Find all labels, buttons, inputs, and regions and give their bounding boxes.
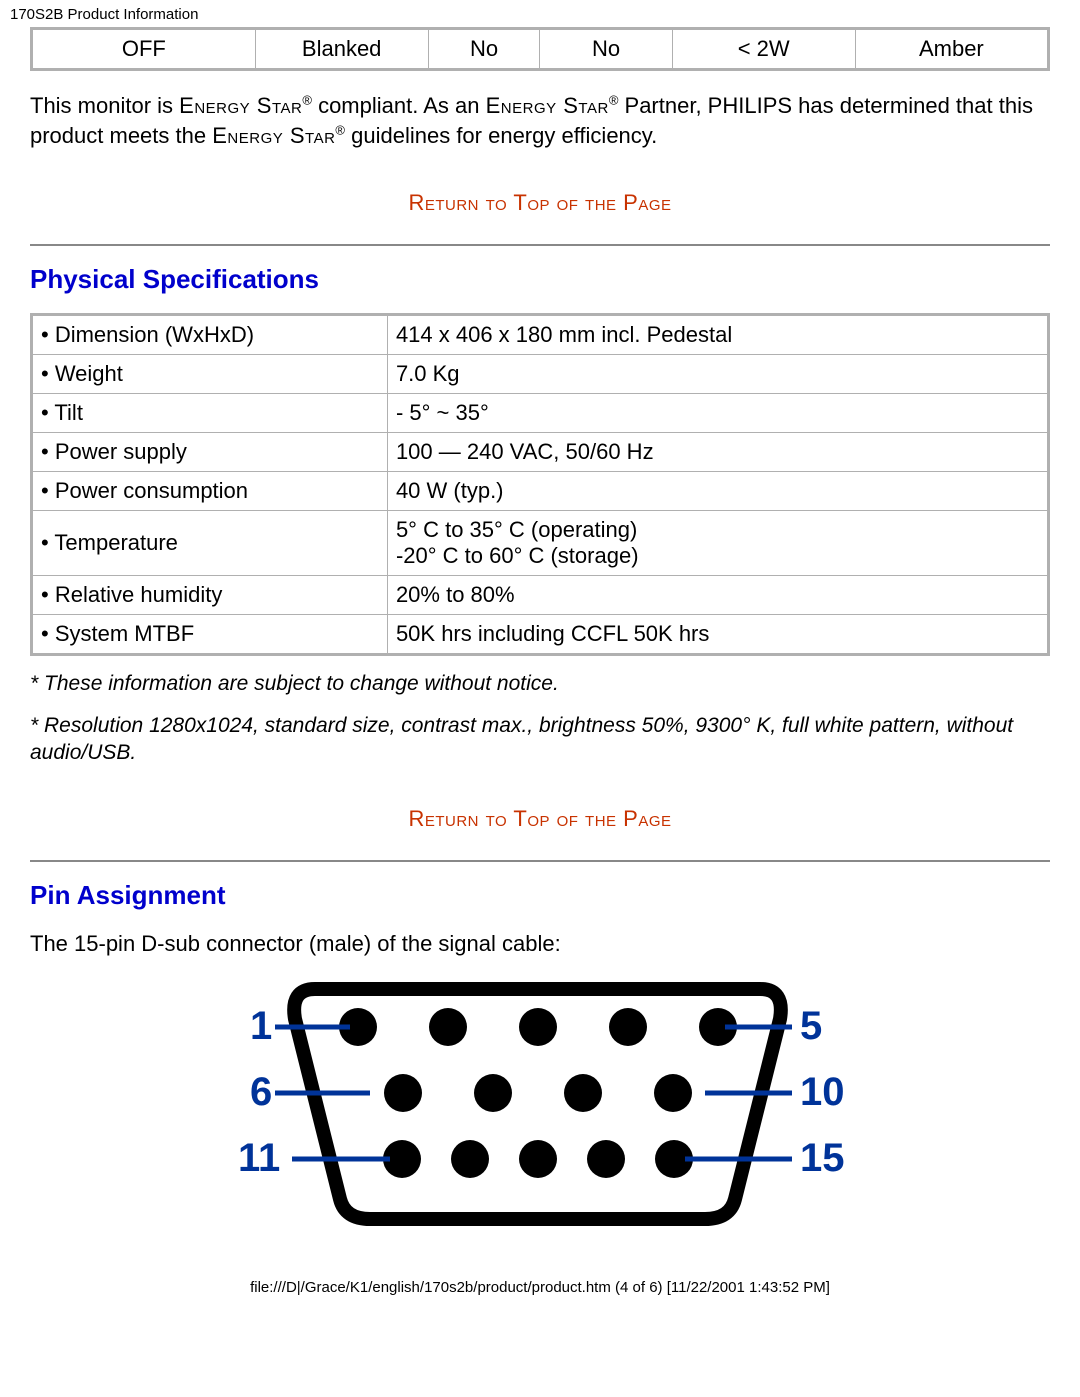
svg-text:6: 6 (250, 1070, 272, 1114)
svg-text:11: 11 (238, 1136, 280, 1180)
spec-value: 20% to 80% (387, 576, 1048, 615)
main-content: OFFBlankedNoNo< 2WAmber This monitor is … (0, 27, 1080, 1229)
svg-text:15: 15 (800, 1136, 845, 1180)
power-cell: No (428, 29, 540, 70)
page-footer: file:///D|/Grace/K1/english/170s2b/produ… (0, 1249, 1080, 1314)
power-cell: < 2W (672, 29, 855, 70)
page-header: 170S2B Product Information (0, 0, 1080, 27)
power-cell: OFF (32, 29, 256, 70)
divider (30, 244, 1050, 246)
spec-value: 7.0 Kg (387, 355, 1048, 394)
spec-value: 50K hrs including CCFL 50K hrs (387, 615, 1048, 655)
svg-text:5: 5 (800, 1004, 822, 1048)
spec-label: • Dimension (WxHxD) (32, 315, 388, 355)
pin-intro: The 15-pin D-sub connector (male) of the… (30, 929, 1050, 959)
note-change: * These information are subject to chang… (30, 670, 1050, 697)
spec-label: • Relative humidity (32, 576, 388, 615)
spec-label: • System MTBF (32, 615, 388, 655)
divider (30, 860, 1050, 862)
dsub-connector-icon: 1 6 11 5 10 15 (180, 969, 900, 1229)
return-link-2: Return to Top of the Page (30, 806, 1050, 832)
svg-text:1: 1 (250, 1004, 272, 1048)
power-cell: Blanked (255, 29, 428, 70)
footer-path: file:///D|/Grace/K1/english/170s2b/produ… (250, 1279, 830, 1296)
energy-star-paragraph: This monitor is Energy Star® compliant. … (30, 91, 1050, 150)
connector-diagram: 1 6 11 5 10 15 (30, 969, 1050, 1229)
spec-value: 414 x 406 x 180 mm incl. Pedestal (387, 315, 1048, 355)
physical-spec-table: • Dimension (WxHxD)414 x 406 x 180 mm in… (30, 313, 1050, 656)
spec-value: 5° C to 35° C (operating)-20° C to 60° C… (387, 511, 1048, 576)
power-cell: No (540, 29, 672, 70)
spec-label: • Weight (32, 355, 388, 394)
spec-label: • Power consumption (32, 472, 388, 511)
pin-assignment-heading: Pin Assignment (30, 880, 1050, 911)
return-to-top-link[interactable]: Return to Top of the Page (408, 190, 671, 215)
spec-label: • Temperature (32, 511, 388, 576)
physical-spec-heading: Physical Specifications (30, 264, 1050, 295)
note-resolution: * Resolution 1280x1024, standard size, c… (30, 712, 1050, 767)
spec-value: - 5° ~ 35° (387, 394, 1048, 433)
doc-title: 170S2B Product Information (10, 6, 198, 23)
return-to-top-link[interactable]: Return to Top of the Page (408, 806, 671, 831)
return-link-1: Return to Top of the Page (30, 190, 1050, 216)
spec-value: 100 — 240 VAC, 50/60 Hz (387, 433, 1048, 472)
svg-text:10: 10 (800, 1070, 845, 1114)
spec-label: • Power supply (32, 433, 388, 472)
power-mode-row: OFFBlankedNoNo< 2WAmber (30, 27, 1050, 71)
spec-value: 40 W (typ.) (387, 472, 1048, 511)
power-cell: Amber (855, 29, 1048, 70)
spec-label: • Tilt (32, 394, 388, 433)
